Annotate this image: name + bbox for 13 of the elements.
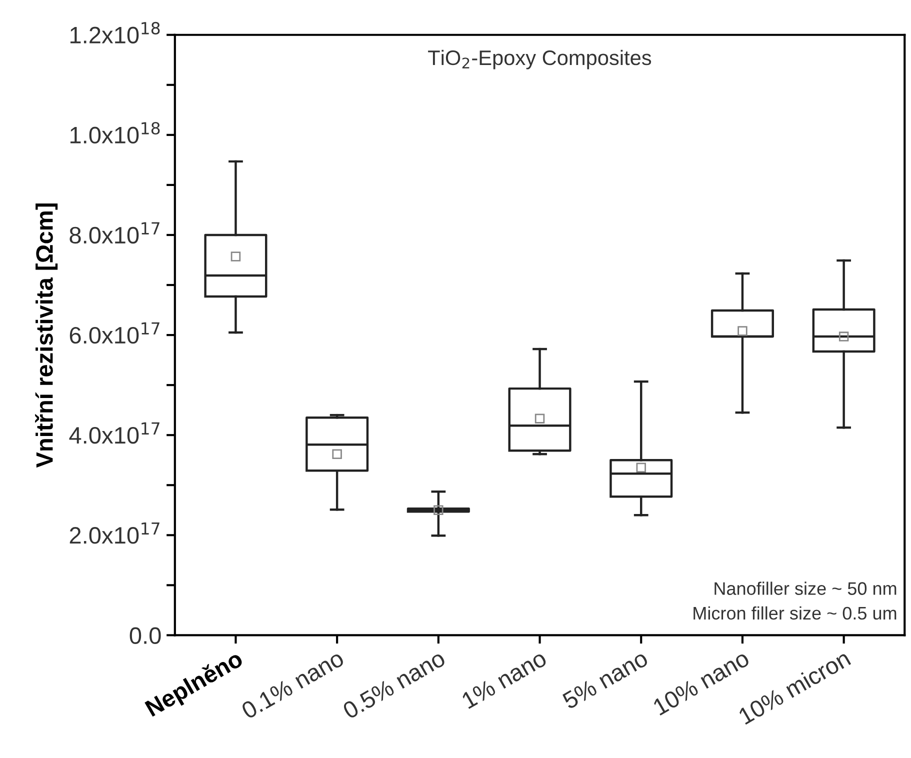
x-tick-label: 1% nano xyxy=(460,650,548,710)
y-tick-label: 0.0 xyxy=(130,627,161,644)
y-tick-label: 1.2x10$^{18}$ xyxy=(70,22,160,44)
y-tick-label: 6.0x10$^{17}$ xyxy=(70,322,160,344)
text: TiO$_{2}$-Epoxy Composites xyxy=(428,50,652,70)
y-tick-label: 4.0x10$^{17}$ xyxy=(69,422,160,444)
y-axis-title: Vnitřní rezistivita [Ωcm] xyxy=(35,204,58,468)
x-tick-label: 5% nano xyxy=(562,650,649,710)
y-tick-label: 2.0x10$^{17}$ xyxy=(70,522,160,544)
y-tick-label: 8.0x10$^{17}$ xyxy=(70,222,160,244)
annotation: Nanofiller size ~ 50 nm Micron filler size ~ 0.5 um xyxy=(694,582,896,620)
y-tick-label: 1.0x10$^{18}$ xyxy=(70,122,160,144)
x-tick-label: 0.5% nano xyxy=(342,649,446,720)
